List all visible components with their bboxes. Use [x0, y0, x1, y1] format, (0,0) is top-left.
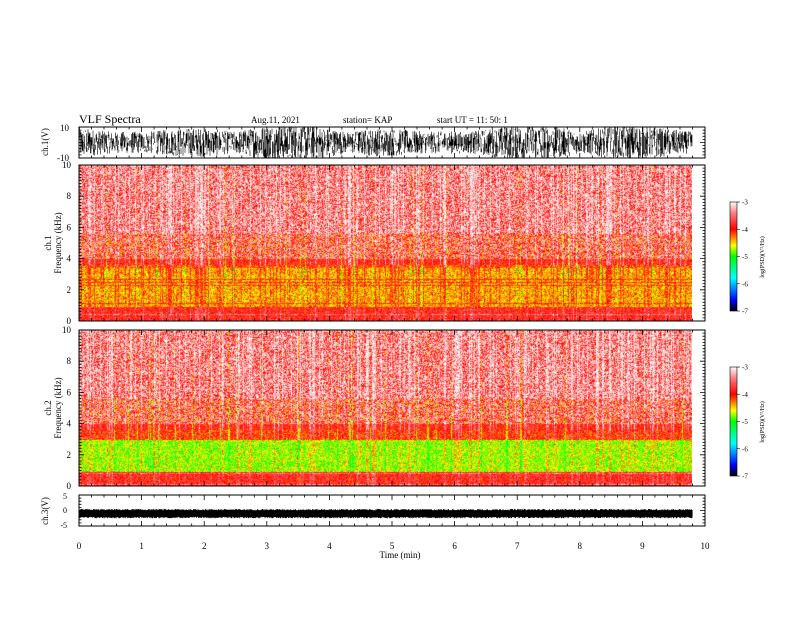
ch1-waveform-ylabel: ch.1(V) — [40, 128, 50, 156]
x-tick-label: 8 — [578, 541, 583, 551]
colorbar-tick-label: -4 — [742, 226, 748, 234]
colorbar-tick-label: -5 — [742, 418, 748, 426]
ch1-colorbar-gradient — [729, 201, 738, 312]
colorbar-tick-label: -3 — [742, 199, 748, 207]
colorbar-tick-label: -4 — [742, 391, 748, 399]
ch3-waveform-panel: 5 0 -5 ch.3(V) 0 1 2 3 4 5 6 7 8 9 10 Time (min) — [40, 492, 710, 560]
colorbar-tick-label: -7 — [742, 473, 748, 481]
ch2-colorbar: -3 -4 -5 -6 -7 log(PSD)(V²/Hz) — [729, 364, 766, 481]
spec-ytick-label: 8 — [67, 356, 72, 366]
spec-ytick-label: 6 — [67, 387, 72, 397]
start-time-label: start UT = 11: 50: 1 — [437, 115, 508, 125]
colorbar-tick-label: -3 — [742, 364, 748, 372]
spec-ytick-label: 2 — [67, 450, 72, 460]
ch1-spectrogram-panel: 10 8 6 4 2 0 ch.1Frequency (kHz) — [43, 160, 706, 326]
x-tick-label: 0 — [77, 541, 82, 551]
x-tick-label: 6 — [452, 541, 457, 551]
ch3-ytick-top: 5 — [63, 492, 67, 501]
date-label: Aug.11, 2021 — [251, 115, 300, 125]
ch1-colorbar-label: log(PSD)(V²/Hz) — [759, 236, 766, 277]
colorbar-tick-label: -5 — [742, 253, 748, 261]
ch3-waveform-ylabel: ch.3(V) — [40, 497, 50, 525]
spec-ytick-label: 4 — [67, 419, 72, 429]
colorbar-tick-label: -6 — [742, 445, 748, 453]
spec-ytick-label: 0 — [67, 316, 72, 326]
ch2-spectrogram-image — [79, 330, 692, 486]
ch1-spectrogram-image — [79, 165, 692, 321]
ch1-waveform-panel: 10 -10 ch.1(V) — [40, 123, 706, 163]
tick-marks — [78, 126, 706, 527]
spec-ytick-label: 10 — [62, 325, 72, 335]
spec-ytick-label: 8 — [67, 191, 72, 201]
x-tick-label: 1 — [139, 541, 144, 551]
ch2-colorbar-gradient — [729, 366, 738, 477]
x-tick-label: 4 — [327, 541, 332, 551]
spec-ytick-label: 2 — [67, 285, 72, 295]
ch3-waveform-line — [79, 508, 693, 519]
x-axis-label: Time (min) — [380, 550, 421, 560]
ch1-ytick-top: 10 — [60, 123, 70, 133]
colorbar-tick-label: -7 — [742, 308, 748, 316]
x-tick-label: 7 — [515, 541, 520, 551]
colorbar-tick-label: -6 — [742, 280, 748, 288]
ch2-colorbar-label: log(PSD)(V²/Hz) — [759, 401, 766, 442]
ch3-ytick-bottom: -5 — [60, 521, 67, 530]
spec-ytick-label: 0 — [67, 481, 72, 491]
ch1-waveform-trace — [79, 127, 693, 158]
ch3-ytick-mid: 0 — [63, 506, 67, 515]
spec-ytick-label: 4 — [67, 254, 72, 264]
figure-title: VLF Spectra — [79, 112, 141, 126]
x-tick-label: 9 — [640, 541, 645, 551]
ch2-spectrogram-panel: 10 8 6 4 2 0 ch.2Frequency (kHz) — [43, 325, 706, 491]
ch3-waveform-trace — [79, 508, 693, 519]
station-label: station= KAP — [343, 115, 392, 125]
ch1-waveform-line — [79, 127, 693, 158]
spec-ytick-label: 6 — [67, 222, 72, 232]
spec-ytick-label: 10 — [62, 160, 72, 170]
x-tick-label: 2 — [202, 541, 207, 551]
ch1-spectrogram-channel-label: ch.1Frequency (kHz) — [43, 212, 63, 273]
x-tick-label: 5 — [390, 541, 395, 551]
x-tick-label: 10 — [701, 541, 711, 551]
axis-ticks — [78, 126, 706, 527]
ch1-colorbar: -3 -4 -5 -6 -7 log(PSD)(V²/Hz) — [729, 199, 766, 316]
x-tick-label: 3 — [265, 541, 270, 551]
ch2-spectrogram-channel-label: ch.2Frequency (kHz) — [43, 377, 63, 438]
ch1-ytick-bottom: -10 — [57, 153, 69, 163]
